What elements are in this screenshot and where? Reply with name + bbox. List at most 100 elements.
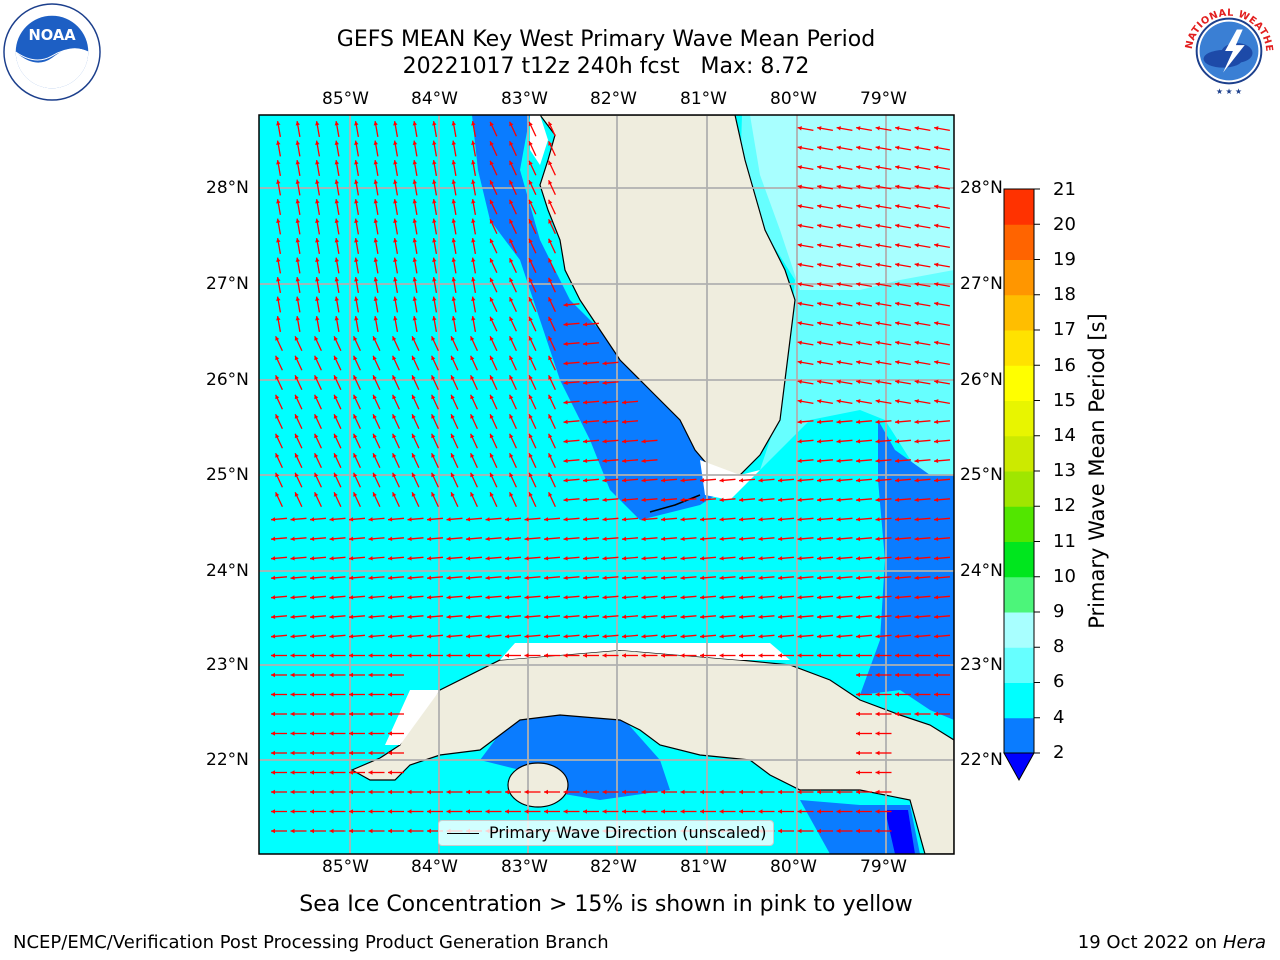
wave-arrow-head — [778, 614, 783, 620]
wave-arrow-head — [817, 204, 822, 209]
wave-arrow-head — [446, 536, 451, 542]
wave-arrow-head — [314, 433, 319, 439]
wave-arrow-head — [934, 458, 939, 464]
wave-arrow-head — [432, 121, 437, 126]
wave-arrow-head — [563, 322, 568, 327]
wave-arrow-head — [583, 575, 588, 581]
wave-arrow-head — [451, 140, 456, 145]
colorbar-segment — [1004, 612, 1034, 648]
wave-arrow-head — [758, 497, 763, 503]
wave-arrow-head — [271, 536, 276, 542]
wave-arrow-head — [489, 277, 494, 283]
wave-arrow-head — [680, 478, 685, 483]
wave-arrow-head — [914, 262, 919, 267]
wave-arrow-head — [622, 517, 627, 522]
wave-arrow-head — [641, 517, 646, 522]
lat-label-left: 25°N — [206, 465, 249, 485]
wave-arrow-head — [334, 257, 339, 262]
noaa-logo-icon: NOAA — [3, 3, 101, 101]
wave-arrow-head — [934, 145, 939, 150]
wave-arrow-head — [393, 296, 398, 301]
wave-arrow-head — [758, 809, 763, 814]
wave-arrow-head — [934, 692, 938, 697]
wave-arrow-head — [856, 672, 860, 678]
wave-arrow-head — [393, 199, 398, 204]
wave-arrow-head — [368, 556, 373, 561]
wave-arrow-head — [934, 497, 939, 503]
wave-arrow-head — [739, 634, 744, 639]
wave-arrow-head — [388, 517, 393, 522]
wave-arrow-head — [275, 492, 280, 497]
wave-arrow-head — [875, 223, 880, 228]
wave-arrow-head — [310, 575, 315, 581]
wave-arrow-head — [388, 809, 392, 814]
wave-arrow-head — [680, 614, 685, 620]
wave-arrow-head — [563, 341, 568, 347]
wave-arrow-head — [875, 360, 880, 365]
wave-arrow-head — [797, 478, 802, 483]
wave-arrow-head — [856, 282, 861, 287]
wave-arrow-head — [388, 536, 393, 542]
wave-arrow-head — [505, 556, 510, 561]
wave-arrow-head — [392, 492, 397, 497]
wave-arrow-head — [875, 711, 880, 717]
wave-arrow-head — [528, 238, 533, 244]
wave-arrow-head — [412, 296, 417, 301]
wave-arrow-head — [934, 399, 939, 404]
wave-arrow-head — [295, 160, 300, 165]
wave-arrow-head — [373, 316, 378, 321]
lon-label-top: 85°W — [322, 89, 369, 109]
wave-arrow-head — [489, 316, 494, 322]
wave-arrow-head — [524, 809, 529, 814]
wave-arrow-head — [875, 282, 880, 287]
wave-arrow-head — [563, 595, 568, 600]
wave-arrow-head — [431, 394, 436, 400]
wave-arrow-head — [895, 243, 900, 248]
wave-arrow-head — [275, 414, 280, 419]
colorbar-tick-label: 14 — [1053, 425, 1076, 446]
wave-arrow-head — [836, 399, 841, 404]
wave-arrow-head — [528, 219, 533, 224]
wave-arrow-head — [875, 379, 880, 384]
wave-arrow-head — [470, 336, 475, 341]
wave-arrow-head — [700, 653, 704, 658]
wave-arrow-head — [934, 204, 939, 209]
wave-arrow-head — [368, 575, 373, 581]
wave-arrow-head — [680, 595, 685, 600]
wave-arrow-head — [446, 595, 451, 600]
wave-arrow-head — [875, 789, 880, 795]
svg-text:★ ★ ★: ★ ★ ★ — [1216, 87, 1242, 96]
wave-arrow-head — [373, 121, 378, 126]
wave-arrow-head — [602, 439, 607, 444]
wave-arrow-head — [934, 282, 939, 287]
wave-arrow-head — [661, 497, 666, 503]
wave-arrow-head — [388, 556, 393, 561]
wave-arrow-head — [329, 517, 334, 522]
wave-arrow-head — [563, 458, 568, 464]
wave-arrow-head — [466, 789, 470, 795]
wave-arrow-head — [290, 789, 295, 795]
wave-arrow-head — [528, 277, 533, 283]
wave-arrow-head — [661, 575, 666, 581]
wave-arrow-head — [489, 219, 494, 224]
wave-arrow-head — [315, 121, 320, 126]
wave-arrow-head — [295, 316, 300, 321]
wave-arrow-head — [451, 238, 456, 243]
map-frame — [258, 114, 955, 855]
wave-arrow-head — [895, 126, 900, 131]
wave-arrow-head — [622, 614, 627, 620]
wave-arrow-head — [895, 419, 900, 425]
wave-arrow-head — [432, 199, 437, 204]
wave-arrow-head — [836, 340, 841, 345]
wave-arrow-head — [856, 750, 860, 756]
wave-arrow-head — [276, 296, 281, 301]
wave-arrow-head — [914, 517, 919, 522]
wave-arrow-head — [563, 478, 568, 483]
wave-arrow-head — [544, 614, 549, 620]
wave-arrow-head — [333, 375, 338, 380]
wave-arrow-head — [548, 414, 553, 419]
wave-arrow-head — [489, 433, 494, 439]
wave-arrow-head — [276, 199, 281, 204]
wave-arrow-head — [719, 575, 724, 581]
wave-arrow-head — [349, 634, 354, 639]
